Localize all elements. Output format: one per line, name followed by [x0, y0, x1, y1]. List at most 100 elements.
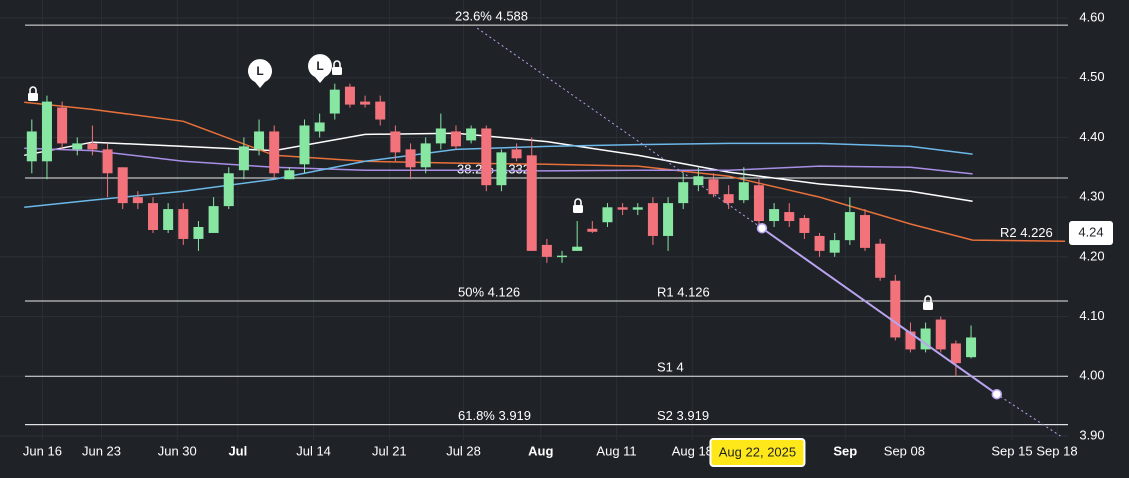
candle-body: [753, 185, 764, 222]
x-tick-label: Sep 18: [1036, 443, 1077, 458]
candle-body: [693, 176, 704, 186]
candle-body: [269, 131, 280, 174]
level-label: S1 4: [657, 360, 684, 375]
candle-body: [329, 89, 340, 114]
candle-body: [799, 218, 810, 233]
y-tick-label: 4.30: [1079, 189, 1104, 204]
x-tick-label: Jun 30: [158, 443, 197, 458]
x-tick-label: Sep 15: [991, 443, 1032, 458]
candle-body: [163, 209, 174, 230]
level-label: S2 3.919: [657, 408, 709, 423]
lock-body: [28, 93, 38, 101]
candle-body: [223, 173, 234, 207]
ma-line: [24, 101, 1066, 243]
candle-body: [632, 207, 643, 210]
date-box: [709, 438, 806, 467]
date-text: Aug 22, 2025: [719, 444, 796, 459]
candle-body: [178, 209, 189, 239]
candle-body: [117, 167, 128, 204]
candle-body: [420, 143, 431, 168]
candle-body: [935, 319, 946, 350]
candle-body: [784, 212, 795, 222]
lock-body: [573, 205, 583, 213]
candle-body: [72, 143, 83, 150]
candle-body: [102, 149, 113, 174]
y-tick-label: 4.10: [1079, 308, 1104, 323]
candle-body: [344, 86, 355, 105]
marker-label: L: [316, 59, 323, 73]
y-tick-label: 4.60: [1079, 9, 1104, 24]
candle-body: [541, 244, 552, 257]
candle-body: [405, 149, 416, 168]
candle-body: [769, 209, 780, 222]
candle-body: [148, 203, 159, 230]
candle-body: [435, 128, 446, 144]
candle-body: [284, 170, 295, 180]
candle-body: [511, 149, 522, 159]
candle-body: [26, 131, 37, 162]
candle-body: [360, 101, 371, 105]
price-text: 4.24: [1078, 224, 1103, 239]
ma-line: [24, 142, 973, 209]
candle-body: [844, 212, 855, 241]
candle-body: [663, 203, 674, 236]
lock-shackle: [574, 198, 582, 205]
candle-body: [450, 131, 461, 147]
level-label: 61.8% 3.919: [458, 408, 531, 423]
level-label: R2 4.226: [1000, 225, 1053, 240]
candle-body: [966, 337, 977, 358]
level-label: 50% 4.126: [458, 284, 520, 299]
x-tick-label: Sep 08: [884, 443, 925, 458]
candle-body: [587, 228, 598, 232]
candle-body: [299, 125, 310, 165]
candle-body: [132, 197, 143, 204]
x-tick-label: Jul 28: [446, 443, 481, 458]
candle-body: [390, 131, 401, 153]
candle-body: [41, 101, 52, 162]
x-tick-label: Jun 23: [82, 443, 121, 458]
ma-line: [24, 132, 973, 203]
candle-body: [57, 107, 68, 144]
lock-shackle: [29, 86, 37, 93]
y-tick-label: 3.90: [1079, 427, 1104, 442]
candle-body: [481, 128, 492, 186]
candle-body: [254, 131, 265, 150]
candle-body: [814, 235, 825, 251]
candle-body: [738, 182, 749, 201]
candle-body: [678, 182, 689, 204]
candle-body: [526, 155, 537, 251]
candle-body: [602, 207, 613, 223]
trend-handle: [756, 222, 768, 234]
marker-label: L: [256, 64, 263, 78]
y-tick-label: 4.50: [1079, 69, 1104, 84]
x-tick-label: Jul: [228, 443, 247, 458]
marker-bubble: [248, 59, 272, 88]
candle-body: [905, 331, 916, 350]
marker-bubble: [308, 54, 332, 83]
candle-body: [496, 152, 507, 186]
lock-shackle: [924, 295, 932, 302]
lock-shackle: [333, 60, 341, 67]
candle-body: [723, 194, 734, 204]
candle-body: [208, 206, 219, 233]
candle-body: [617, 207, 628, 210]
price-box: [1069, 220, 1113, 245]
y-tick-label: 4.00: [1079, 368, 1104, 383]
candle-body: [890, 280, 901, 338]
x-tick-label: Jun 16: [23, 443, 62, 458]
candle-body: [950, 343, 961, 364]
x-tick-label: Aug: [528, 443, 553, 458]
candle-body: [920, 328, 931, 350]
candle-body: [466, 128, 477, 141]
candle-body: [314, 122, 325, 132]
level-label: 38.2% 4.332: [457, 161, 530, 176]
x-tick-label: Aug 11: [596, 443, 636, 458]
x-tick-label: Aug 18: [672, 443, 713, 458]
candle-body: [829, 240, 840, 253]
candle-body: [572, 246, 583, 251]
candle-body: [708, 179, 719, 195]
y-tick-label: 4.40: [1079, 129, 1104, 144]
trend-handle: [991, 388, 1003, 400]
candle-body: [860, 215, 871, 248]
